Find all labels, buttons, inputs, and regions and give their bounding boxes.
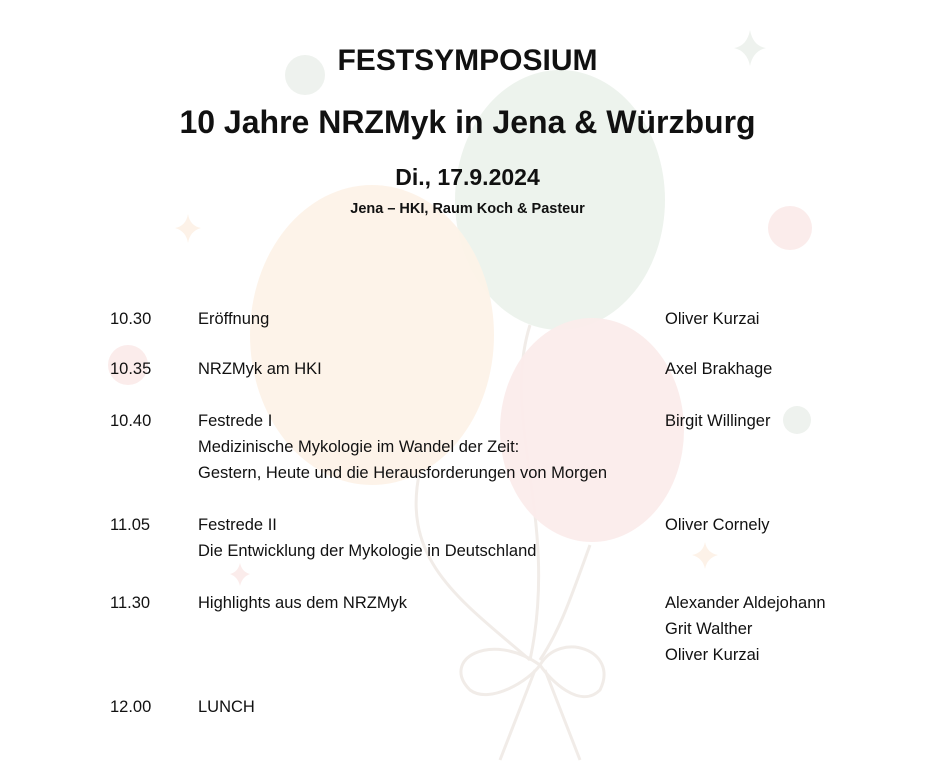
title-line: Eröffnung xyxy=(198,310,270,328)
dot-pink xyxy=(768,206,812,250)
program-speakers: Oliver Kurzai xyxy=(665,306,759,332)
program-title: Festrede II Die Entwicklung der Mykologie… xyxy=(198,512,536,564)
program-speakers: Axel Brakhage xyxy=(665,356,772,382)
program-time: 10.40 xyxy=(110,412,152,430)
program-time: 12.00 xyxy=(110,698,152,716)
program-speakers: Oliver Cornely xyxy=(665,512,770,538)
event-location: Jena – HKI, Raum Koch & Pasteur xyxy=(350,201,585,217)
title-line: Festrede II xyxy=(198,516,277,534)
event-date: Di., 17.9.2024 xyxy=(395,164,540,190)
balloon-pink xyxy=(500,318,684,542)
program-time: 11.30 xyxy=(110,594,151,612)
speaker-name: Oliver Kurzai xyxy=(665,310,760,328)
title-line: Highlights aus dem NRZMyk xyxy=(198,594,408,612)
title-line: Medizinische Mykologie im Wandel der Zei… xyxy=(198,438,520,456)
sparkle-icon xyxy=(175,214,201,243)
speaker-name: Oliver Cornely xyxy=(665,516,770,534)
speaker-name: Birgit Willinger xyxy=(665,412,771,430)
program-title: LUNCH xyxy=(198,694,255,720)
program-speakers: Alexander Aldejohann Grit Walther Oliver K… xyxy=(665,590,826,668)
program-time: 10.30 xyxy=(110,310,152,328)
sparkle-icon xyxy=(734,30,766,66)
balloon-cream xyxy=(250,185,494,485)
program-time: 10.35 xyxy=(110,360,152,378)
program-title: NRZMyk am HKI xyxy=(198,356,322,382)
dot-green xyxy=(783,406,811,434)
program-time: 11.05 xyxy=(110,516,151,534)
title-line: Gestern, Heute und die Herausforderungen… xyxy=(198,464,608,482)
sparkle-icon xyxy=(230,563,250,586)
program-title: Highlights aus dem NRZMyk xyxy=(198,590,407,616)
speaker-name: Axel Brakhage xyxy=(665,360,773,378)
program-title: Festrede I Medizinische Mykologie im Wand… xyxy=(198,408,607,486)
balloon-green xyxy=(455,70,665,330)
dot-green xyxy=(285,55,325,95)
title-line: Festrede I xyxy=(198,412,273,430)
dot-pink xyxy=(108,345,148,385)
title-line: Die Entwicklung der Mykologie in Deutsch… xyxy=(198,542,537,560)
program-title: Eröffnung xyxy=(198,306,269,332)
title-line: LUNCH xyxy=(198,698,255,716)
sparkle-icon xyxy=(692,542,718,569)
speaker-name: Grit Walther xyxy=(665,620,753,638)
title-line: NRZMyk am HKI xyxy=(198,360,322,378)
event-subtitle: 10 Jahre NRZMyk in Jena & Würzburg xyxy=(179,104,756,140)
speaker-name: Alexander Aldejohann xyxy=(665,594,826,612)
speaker-name: Oliver Kurzai xyxy=(665,646,760,664)
event-title: FESTSYMPOSIUM xyxy=(337,44,598,77)
program-speakers: Birgit Willinger xyxy=(665,408,770,434)
